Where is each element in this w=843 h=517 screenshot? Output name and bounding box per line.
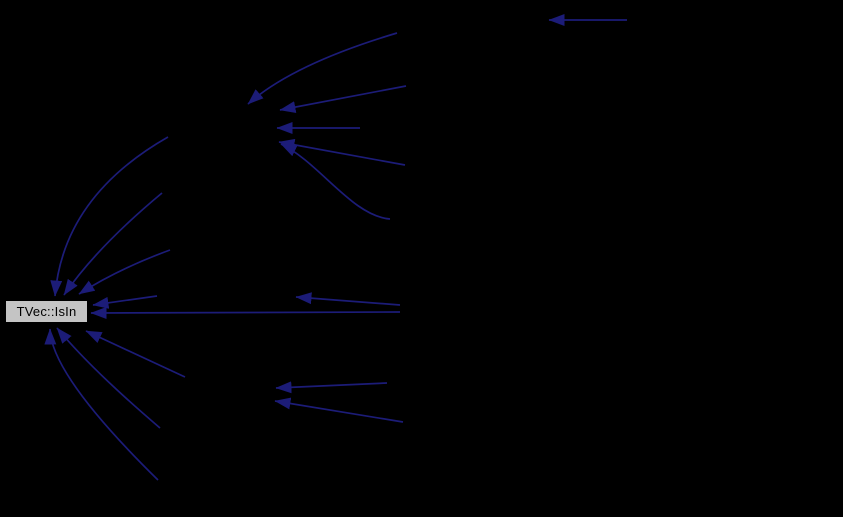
edge-long-horizontal-to-box [90,306,401,319]
edge-curve-to-box-top-2 [63,192,163,296]
edge-short-line-to-box-right [92,295,158,309]
edge-line-to-box-bottom [85,330,186,378]
edge-curve-into-topnode [247,32,398,105]
edge-line-into-lownode-1 [275,381,388,394]
edge-line-into-lownode-2 [274,397,404,423]
edge-curve-to-box-bottom-1 [56,327,161,429]
edge-curve-to-box-bottom-2 [44,328,159,481]
edge-line-into-topnode-1 [279,85,407,113]
edge-line-into-midnode [295,292,401,306]
edge-line-into-topnode-3 [278,138,406,166]
edge-scurve-into-topnode [280,143,391,220]
node-label: TVec::IsIn [16,304,77,319]
edge-curve-to-box-top-3 [78,249,171,295]
edge-curve-to-box-top-1 [50,136,169,297]
node-tvec-isin: TVec::IsIn [5,300,88,323]
